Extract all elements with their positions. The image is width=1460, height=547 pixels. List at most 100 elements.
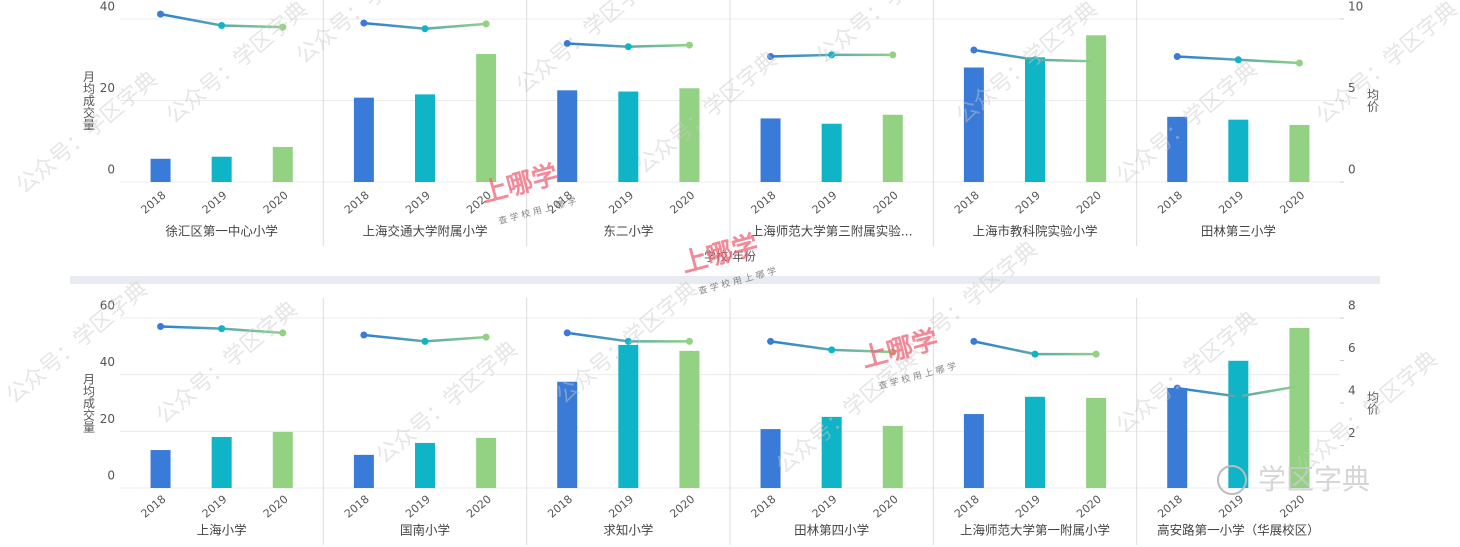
bar [353, 97, 374, 182]
price-point [360, 19, 368, 27]
facet-label: 东二小学 [603, 224, 653, 239]
watermark-icon [1217, 465, 1247, 495]
bar [1289, 327, 1310, 488]
x-tick-label: 2020 [464, 493, 494, 521]
facet-label: 上海市教科院实验小学 [972, 224, 1097, 239]
price-point [767, 52, 775, 60]
watermark-logo: 上哪学 [678, 229, 761, 279]
bar [1228, 360, 1249, 488]
y2-tick-label: 8 [1348, 299, 1356, 313]
x-tick-label: 2019 [403, 189, 433, 217]
x-tick-label: 2018 [545, 493, 575, 521]
bar [882, 114, 903, 182]
bar [211, 156, 232, 182]
price-point [563, 39, 571, 47]
y-tick-label: 0 [107, 469, 115, 483]
x-tick-label: 2020 [1277, 493, 1307, 521]
x-tick-label: 2020 [667, 189, 697, 217]
x-tick-label: 2019 [1013, 189, 1043, 217]
x-tick-label: 2018 [139, 493, 169, 521]
x-tick-label: 2020 [261, 189, 291, 217]
price-point [482, 333, 490, 341]
x-tick-label: 2020 [1074, 189, 1104, 217]
watermark: 公众号：学区字典 [2, 277, 153, 409]
x-tick-label: 2018 [749, 493, 779, 521]
y2-tick-label: 10 [1348, 0, 1363, 14]
price-point [1092, 350, 1100, 358]
y-tick-label: 20 [100, 412, 115, 426]
bar [353, 454, 374, 488]
x-tick-label: 2019 [1216, 189, 1246, 217]
price-point [421, 337, 429, 345]
facet-label: 田林第四小学 [794, 523, 869, 538]
bar [1086, 35, 1107, 182]
price-point [828, 51, 836, 59]
bar [272, 146, 293, 182]
x-tick-label: 2020 [261, 493, 291, 521]
x-tick-label: 2020 [1074, 493, 1104, 521]
y-tick-label: 0 [107, 163, 115, 177]
price-point [1295, 382, 1303, 390]
price-point [279, 23, 287, 31]
x-tick-label: 2018 [1155, 189, 1185, 217]
y-axis-title: 月均成交量 [82, 71, 96, 131]
bar [618, 91, 639, 182]
price-point [157, 10, 165, 18]
x-tick-label: 2019 [403, 493, 433, 521]
y-axis-title: 月均成交量 [82, 373, 96, 433]
price-point [1031, 350, 1039, 358]
x-tick-label: 2018 [1155, 493, 1185, 521]
price-point [685, 41, 693, 49]
price-point [685, 337, 693, 345]
bar [679, 88, 700, 182]
bar [760, 429, 781, 488]
price-point [1092, 57, 1100, 65]
watermark-brand: 学区字典 [1258, 463, 1370, 496]
x-tick-label: 2020 [871, 189, 901, 217]
price-point [218, 325, 226, 333]
bar [557, 381, 578, 488]
x-tick-label: 2018 [749, 189, 779, 217]
facet-label: 田林第三小学 [1201, 224, 1276, 239]
watermark: 公众号：学区字典 [372, 337, 523, 469]
x-tick-label: 2018 [342, 493, 372, 521]
x-tick-label: 2018 [139, 189, 169, 217]
bar [821, 123, 842, 182]
bar [963, 67, 984, 182]
price-point [889, 51, 897, 59]
bar [821, 416, 842, 488]
price-point [360, 331, 368, 339]
panel-separator [70, 276, 1380, 284]
facet-label: 高安路第一小学（华展校区） [1157, 523, 1320, 538]
x-tick-label: 2019 [810, 189, 840, 217]
y2-tick-label: 4 [1348, 384, 1356, 398]
x-tick-label: 2018 [952, 189, 982, 217]
y2-tick-label: 6 [1348, 341, 1356, 355]
bar [618, 344, 639, 488]
bar [1086, 397, 1107, 488]
facet-label: 上海交通大学附属小学 [362, 224, 487, 239]
price-point [1173, 384, 1181, 392]
x-tick-label: 2020 [871, 493, 901, 521]
bar [1167, 387, 1188, 488]
bar [476, 54, 497, 182]
x-tick-label: 2019 [200, 493, 230, 521]
price-point [624, 43, 632, 51]
facet-label: 上海小学 [197, 523, 247, 538]
price-point [1234, 393, 1242, 401]
watermark: 公众号：学区字典 [812, 0, 963, 69]
x-tick-label: 2020 [1277, 189, 1307, 217]
price-point [279, 329, 287, 337]
price-point [421, 25, 429, 33]
x-tick-label: 2019 [1013, 493, 1043, 521]
price-point [563, 329, 571, 337]
bar [1228, 119, 1249, 182]
y2-axis-title: 均价 [1366, 88, 1380, 112]
bar [211, 437, 232, 488]
bar [1167, 116, 1188, 182]
bar [557, 90, 578, 182]
bar [760, 118, 781, 182]
watermark: 公众号：学区字典 [632, 47, 783, 179]
